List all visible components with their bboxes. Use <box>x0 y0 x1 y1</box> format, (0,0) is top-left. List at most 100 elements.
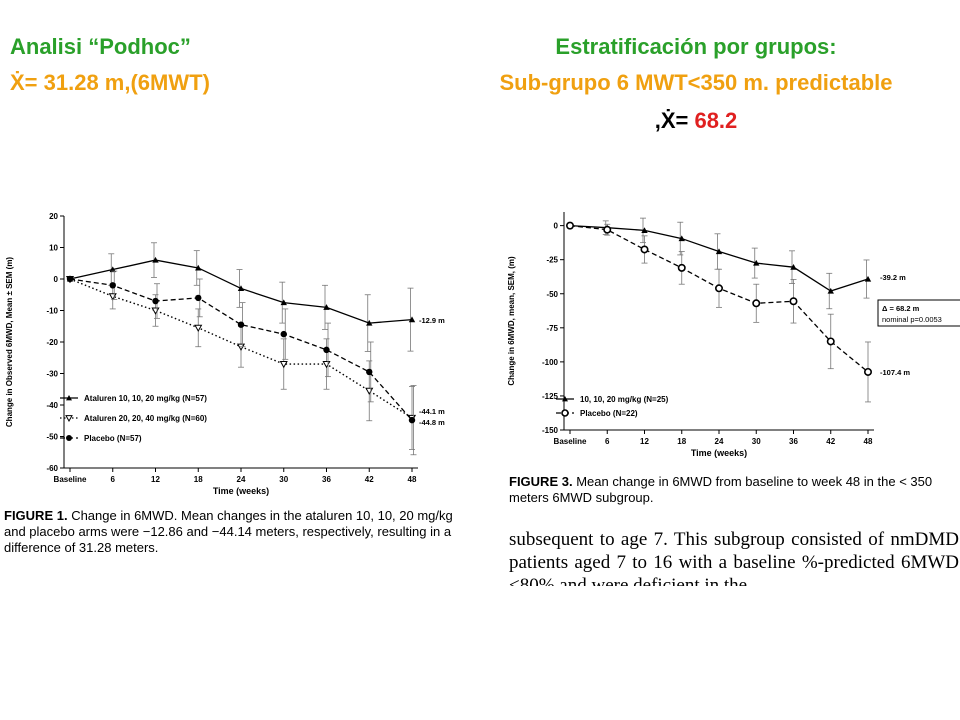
x-axis-title: Time (weeks) <box>213 486 269 496</box>
right-mean-difference: ,Ẋ= 68.2 <box>440 108 952 134</box>
right-subtitle: Sub-grupo 6 MWT<350 m. predictable <box>499 70 893 95</box>
x-tick-label: 6 <box>605 437 610 446</box>
x-tick-label: 48 <box>864 437 873 446</box>
x-tick-label: 12 <box>640 437 649 446</box>
data-point <box>323 346 330 354</box>
paper-body-excerpt: subsequent to age 7. This subgroup consi… <box>509 529 959 586</box>
data-point <box>790 263 797 270</box>
x-tick-label: 36 <box>789 437 798 446</box>
data-point <box>753 259 760 266</box>
data-point <box>640 245 649 254</box>
data-point <box>237 321 245 328</box>
x-tick-label: 24 <box>715 437 724 446</box>
y-tick-label: -30 <box>46 370 58 379</box>
y-tick-label: 0 <box>54 275 59 284</box>
end-value-label: -39.2 m <box>880 273 906 282</box>
figure-1-chart: 20 10 0 -10 -20 -30 -40 -50 -60 Baseline 6 12 18 24 30… <box>5 212 445 496</box>
data-point <box>826 337 835 346</box>
left-mean-difference: Ẋ= 31.28 m,(6MWT) <box>10 70 210 95</box>
delta-box-value: Δ = 68.2 m <box>882 304 920 313</box>
left-title: Analisi “Podhoc” <box>10 34 191 59</box>
legend-marker <box>561 409 569 417</box>
end-value-label: -12.9 m <box>419 316 445 325</box>
x-tick-label: 24 <box>237 475 246 484</box>
data-point <box>152 297 159 305</box>
data-point <box>280 330 287 338</box>
y-tick-label: -125 <box>542 392 559 401</box>
data-point <box>195 294 202 302</box>
data-point <box>789 297 798 306</box>
data-point <box>366 319 373 326</box>
x-tick-label: 48 <box>408 475 417 484</box>
data-point <box>195 264 202 271</box>
figure-3-chart: 0 -25 -50 -75 -100 -125 -150 Baseline 6 12 18 24 30 3… <box>507 212 960 458</box>
data-point <box>827 287 834 294</box>
data-point <box>322 360 331 369</box>
y-tick-label: -50 <box>46 433 58 442</box>
data-point <box>641 227 648 233</box>
y-tick-label: -10 <box>46 307 58 316</box>
y-axis-title: Change in 6MWD, mean, SEM, (m) <box>507 256 516 386</box>
x-tick-label: 30 <box>752 437 761 446</box>
data-point <box>109 282 116 289</box>
figure-1-caption: FIGURE 1. Change in 6MWD. Mean changes i… <box>4 508 464 556</box>
figure-3-caption-label: FIGURE 3. <box>509 474 573 489</box>
legend-marker <box>562 396 568 402</box>
series-1 <box>566 221 872 403</box>
data-point <box>715 284 724 293</box>
delta-box-pvalue: nominal p=0.0053 <box>882 315 942 324</box>
data-point <box>863 367 872 376</box>
data-point <box>677 263 686 272</box>
figure-3-caption-text: Mean change in 6MWD from baseline to wee… <box>509 474 933 505</box>
series-line <box>69 278 413 421</box>
legend-marker <box>66 395 72 401</box>
y-tick-label: -60 <box>46 464 58 473</box>
figure-3-caption: FIGURE 3. Mean change in 6MWD from basel… <box>509 474 959 506</box>
data-point <box>603 225 612 234</box>
data-point <box>715 248 723 255</box>
legend-label: 10, 10, 20 mg/kg (N=25) <box>580 395 669 404</box>
data-point <box>152 256 159 263</box>
y-tick-label: -100 <box>542 358 559 367</box>
end-value-label: -107.4 m <box>880 368 910 377</box>
end-value-label: -44.8 m <box>419 418 445 427</box>
data-point <box>279 360 288 369</box>
data-point <box>366 368 373 376</box>
data-point <box>237 285 245 292</box>
data-point <box>66 275 74 283</box>
x-tick-label: 18 <box>194 475 203 484</box>
y-tick-label: 20 <box>49 212 58 221</box>
data-point <box>678 235 685 242</box>
x-tick-label: Baseline <box>554 437 587 446</box>
x-tick-label: 42 <box>826 437 835 446</box>
end-value-label: -44.1 m <box>419 407 445 416</box>
data-point <box>280 299 287 306</box>
figure-1-caption-label: FIGURE 1. <box>4 508 68 523</box>
right-title: Estratificación por grupos: <box>555 34 837 59</box>
legend-label: Placebo (N=22) <box>580 409 638 418</box>
y-tick-label: -50 <box>546 290 558 299</box>
y-tick-label: -25 <box>546 256 558 265</box>
x-axis-title: Time (weeks) <box>691 448 747 458</box>
right-mean-prefix: ,Ẋ= <box>654 108 695 133</box>
right-mean-value: 68.2 <box>694 108 738 133</box>
data-point <box>408 416 416 424</box>
data-point <box>323 304 330 310</box>
x-tick-label: 18 <box>677 437 686 446</box>
legend-marker <box>65 415 73 423</box>
legend-label: Placebo (N=57) <box>84 434 142 443</box>
delta-box <box>877 299 960 327</box>
data-point <box>408 316 416 323</box>
legend-label: Ataluren 20, 20, 40 mg/kg (N=60) <box>84 414 207 423</box>
series-0 <box>566 217 872 310</box>
y-tick-label: 0 <box>554 222 559 231</box>
x-tick-label: 36 <box>322 475 331 484</box>
y-axis-title: Change in Observed 6MWD, Mean ± SEM (m) <box>5 257 14 428</box>
series-2 <box>66 270 417 456</box>
y-tick-label: -20 <box>46 338 58 347</box>
y-tick-label: -40 <box>46 401 58 410</box>
x-tick-label: 30 <box>279 475 288 484</box>
y-tick-label: -150 <box>542 426 559 435</box>
data-point <box>864 275 872 282</box>
data-point <box>365 387 374 396</box>
